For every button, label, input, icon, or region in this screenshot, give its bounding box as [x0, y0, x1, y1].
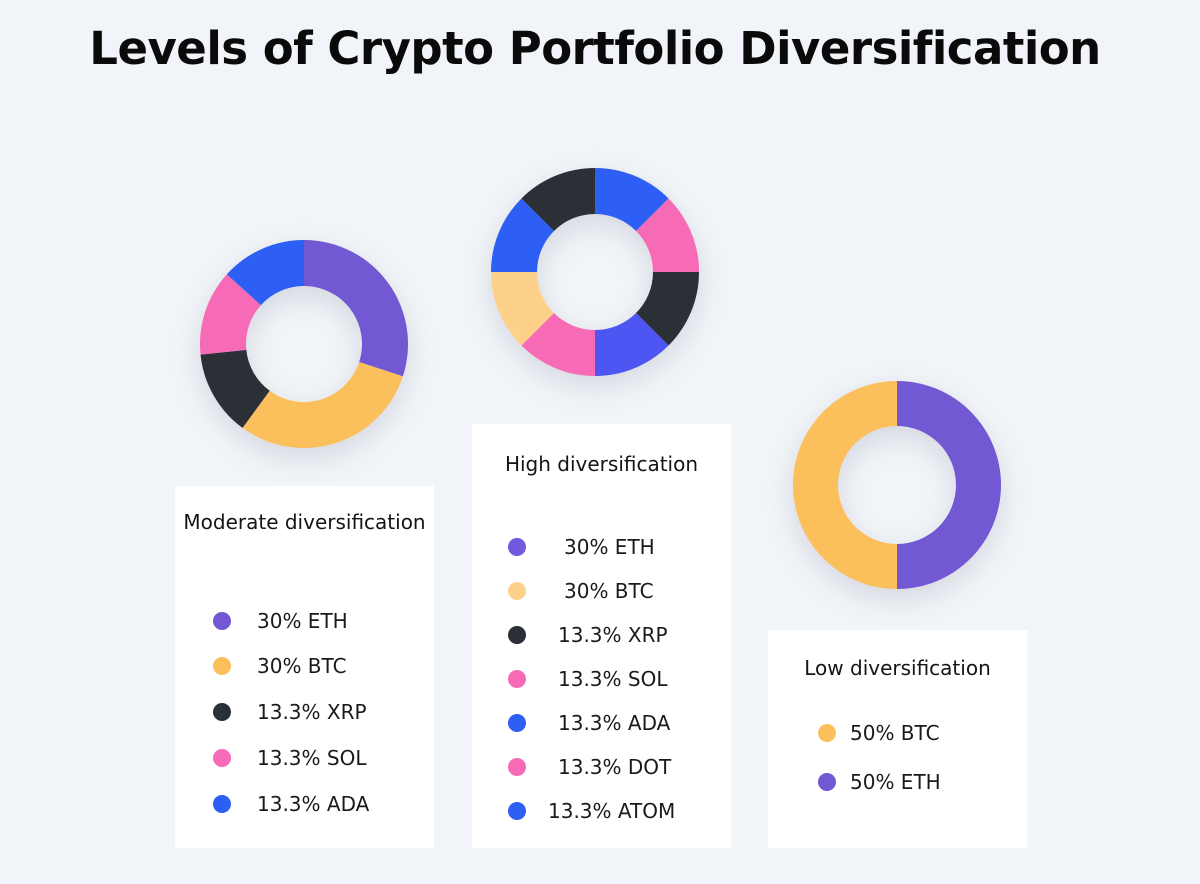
legend-card-moderate: Moderate diversification 30% ETH 30% BTC… [175, 486, 434, 848]
legend-item: 13.3% ADA [213, 789, 369, 819]
donut-segment [897, 381, 1001, 589]
legend-dot [213, 657, 231, 675]
legend-label: 30% ETH [257, 609, 348, 633]
legend-dot [508, 802, 526, 820]
legend-card-low: Low diversification 50% BTC 50% ETH [768, 630, 1027, 848]
legend-item: 13.3% DOT [508, 752, 671, 782]
legend-item: 30% BTC [213, 651, 347, 681]
legend-item: 50% BTC [818, 718, 940, 748]
legend-card-high: High diversification 30% ETH 30% BTC 13.… [472, 424, 731, 848]
legend-item: 30% BTC [508, 576, 654, 606]
donut-segment [200, 274, 261, 355]
legend-dot [818, 724, 836, 742]
legend-label: 30% BTC [257, 654, 347, 678]
legend-dot [508, 714, 526, 732]
legend-dot [818, 773, 836, 791]
donut-segment [636, 272, 699, 346]
page-title: Levels of Crypto Portfolio Diversificati… [89, 22, 1101, 75]
legend-label: 50% BTC [850, 721, 940, 745]
donut-segment [226, 240, 304, 306]
card-title-low: Low diversification [804, 656, 991, 680]
legend-label: 13.3% SOL [558, 667, 668, 691]
donut-segment [242, 362, 403, 448]
legend-label: 13.3% ADA [257, 792, 370, 816]
legend-dot [508, 538, 526, 556]
legend-dot [508, 582, 526, 600]
donut-segment [521, 313, 595, 376]
donut-chart-low [793, 381, 1001, 589]
legend-item: 13.3% XRP [508, 620, 668, 650]
legend-dot [508, 626, 526, 644]
legend-item: 13.3% ADA [508, 708, 670, 738]
legend-item: 13.3% SOL [213, 743, 366, 773]
card-title-high: High diversification [504, 452, 699, 476]
legend-label: 13.3% ATOM [548, 799, 676, 823]
donut-segment [491, 198, 554, 272]
donut-segment [304, 240, 408, 377]
legend-item: 13.3% ATOM [508, 796, 675, 826]
donut-chart-high [491, 168, 699, 376]
legend-dot [213, 612, 231, 630]
legend-item: 13.3% XRP [213, 697, 367, 727]
legend-dot [213, 795, 231, 813]
donut-segment [793, 381, 897, 589]
legend-label: 13.3% DOT [558, 755, 672, 779]
legend-label: 50% ETH [850, 770, 941, 794]
legend-dot [508, 670, 526, 688]
legend-label: 30% ETH [564, 535, 655, 559]
donut-segment [200, 349, 270, 428]
legend-item: 13.3% SOL [508, 664, 667, 694]
donut-segment [521, 168, 595, 231]
donut-segment [595, 168, 669, 231]
donut-chart-moderate [200, 240, 408, 448]
legend-label: 30% BTC [564, 579, 654, 603]
donut-segment [595, 313, 669, 376]
legend-dot [508, 758, 526, 776]
legend-label: 13.3% SOL [257, 746, 367, 770]
legend-item: 30% ETH [508, 532, 655, 562]
legend-dot [213, 749, 231, 767]
legend-dot [213, 703, 231, 721]
legend-label: 13.3% ADA [558, 711, 671, 735]
legend-label: 13.3% XRP [558, 623, 668, 647]
donut-segment [491, 272, 554, 346]
legend-label: 13.3% XRP [257, 700, 367, 724]
legend-item: 30% ETH [213, 606, 348, 636]
donut-segment [636, 198, 699, 272]
legend-item: 50% ETH [818, 767, 941, 797]
card-title-moderate: Moderate diversification [183, 510, 426, 534]
